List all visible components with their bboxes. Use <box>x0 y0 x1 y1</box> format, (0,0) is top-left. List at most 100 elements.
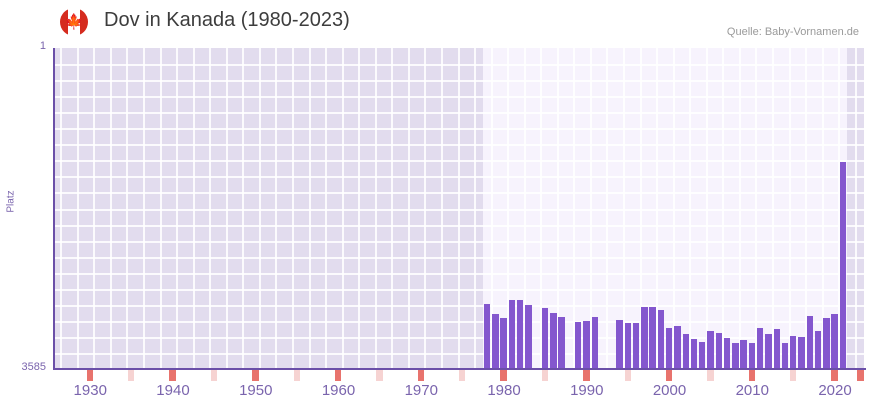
bar-1990[interactable] <box>583 321 590 369</box>
bar-2003[interactable] <box>690 339 698 369</box>
gridline-vertical <box>556 48 559 369</box>
gridline-horizontal <box>53 96 864 98</box>
gridline-vertical <box>176 48 179 369</box>
chart-header: 🍁 Dov in Kanada (1980-2023) Quelle: Baby… <box>0 0 873 44</box>
gridline-vertical <box>705 48 708 369</box>
bar-1985[interactable] <box>541 307 549 369</box>
bar-1983[interactable] <box>525 304 532 369</box>
gridline-vertical <box>474 48 477 369</box>
x-tick-1940: 1940 <box>156 382 190 399</box>
gridline-vertical <box>407 48 410 369</box>
gridline-horizontal <box>53 160 864 162</box>
gridline-vertical <box>275 48 278 369</box>
axis-marker-1985 <box>541 370 549 381</box>
bar-1981[interactable] <box>508 299 516 369</box>
bar-2001[interactable] <box>674 326 681 369</box>
bar-1989[interactable] <box>574 321 582 369</box>
x-tick-1990: 1990 <box>570 382 604 399</box>
gridline-vertical <box>507 48 510 369</box>
bar-2014[interactable] <box>781 342 789 369</box>
bar-2016[interactable] <box>798 337 805 369</box>
bar-1978[interactable] <box>483 304 491 369</box>
gridline-vertical <box>589 48 592 369</box>
gridline-horizontal <box>53 209 864 211</box>
gridline-vertical <box>540 48 543 369</box>
bar-2011[interactable] <box>757 328 764 369</box>
axis-marker-1955 <box>293 370 300 381</box>
bar-2009[interactable] <box>740 339 747 369</box>
gridline-horizontal <box>53 337 864 339</box>
gridline-vertical <box>391 48 394 369</box>
bar-1997[interactable] <box>641 306 648 369</box>
bar-2020[interactable] <box>831 313 838 369</box>
bar-1999[interactable] <box>657 310 665 369</box>
gridline-vertical <box>308 48 311 369</box>
gridline-vertical <box>523 48 526 369</box>
bar-2018[interactable] <box>814 330 822 369</box>
bar-2004[interactable] <box>699 341 706 369</box>
gridline-vertical <box>805 48 808 369</box>
bar-1979[interactable] <box>492 314 499 369</box>
x-tick-1960: 1960 <box>321 382 356 399</box>
bar-2000[interactable] <box>665 328 673 369</box>
bar-2019[interactable] <box>823 318 830 369</box>
gridline-vertical <box>192 48 195 369</box>
y-axis-line <box>53 48 55 370</box>
bar-2005[interactable] <box>707 330 714 369</box>
x-tick-1950: 1950 <box>239 382 273 399</box>
y-axis-title: Platz <box>5 190 17 213</box>
bar-1980[interactable] <box>500 317 507 369</box>
bar-2002[interactable] <box>682 333 689 369</box>
gridline-vertical <box>821 48 824 369</box>
x-tick-2010: 2010 <box>735 382 769 399</box>
axis-marker-1930 <box>86 370 94 381</box>
bar-2013[interactable] <box>773 329 780 369</box>
gridline-horizontal <box>53 273 864 275</box>
bar-1986[interactable] <box>550 313 557 369</box>
axis-marker-1970 <box>417 370 425 381</box>
bar-2006[interactable] <box>715 332 723 369</box>
bar-2010[interactable] <box>748 342 756 369</box>
gridline-horizontal <box>53 128 864 130</box>
axis-marker-1935 <box>128 370 135 381</box>
gridline-vertical <box>623 48 625 369</box>
gridline-horizontal <box>53 321 864 323</box>
bar-1995[interactable] <box>624 322 631 369</box>
gridline-vertical <box>656 48 659 369</box>
bar-1982[interactable] <box>517 300 524 369</box>
gridline-horizontal <box>53 353 864 355</box>
canada-flag-icon: 🍁 <box>60 8 88 36</box>
bar-2021[interactable] <box>839 161 847 369</box>
gridline-horizontal <box>53 241 864 243</box>
bar-1998[interactable] <box>649 306 656 369</box>
gridline-horizontal <box>53 289 864 291</box>
gridline-horizontal <box>53 176 864 178</box>
bar-1987[interactable] <box>558 316 565 369</box>
gridline-horizontal <box>53 192 864 194</box>
bar-2015[interactable] <box>790 336 797 369</box>
axis-marker-2020 <box>831 370 838 381</box>
gridline-vertical <box>341 48 344 369</box>
bar-1996[interactable] <box>632 322 640 369</box>
gridline-vertical <box>209 48 212 369</box>
bar-1991[interactable] <box>591 316 598 369</box>
bar-1994[interactable] <box>616 320 623 369</box>
gridline-horizontal <box>53 112 864 114</box>
gridline-vertical <box>60 48 63 369</box>
axis-marker-2015 <box>790 370 797 381</box>
gridline-vertical <box>490 48 493 369</box>
gridline-horizontal <box>53 225 864 227</box>
bar-2008[interactable] <box>732 342 739 369</box>
bar-2007[interactable] <box>723 338 731 369</box>
bar-2012[interactable] <box>765 333 772 369</box>
bar-2017[interactable] <box>806 315 814 369</box>
axis-marker-1940 <box>169 370 176 381</box>
gridline-vertical <box>126 48 129 369</box>
gridline-horizontal <box>53 257 864 259</box>
x-tick-2000: 2000 <box>652 382 687 399</box>
y-axis-max-label: 1 <box>39 40 46 52</box>
gridline-vertical <box>258 48 261 369</box>
x-tick-1980: 1980 <box>487 382 521 399</box>
x-tick-1970: 1970 <box>404 382 438 399</box>
axis-marker-2000 <box>665 370 673 381</box>
